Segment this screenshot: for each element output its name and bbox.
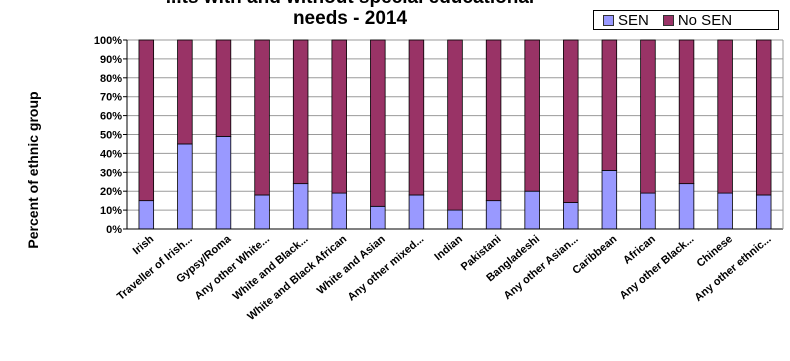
legend-label-no-sen: No SEN — [677, 11, 733, 29]
bar-no-sen — [331, 39, 347, 194]
bar-no-sen — [177, 39, 193, 145]
bar-no-sen — [755, 39, 772, 196]
bar-no-sen — [138, 39, 155, 202]
bar-sen — [408, 194, 425, 230]
bar-no-sen — [485, 39, 502, 202]
bar-no-sen — [370, 39, 386, 207]
legend-swatch-sen — [603, 14, 614, 26]
legend-swatch-no-sen — [662, 14, 674, 26]
legend-item-sen: SEN — [603, 12, 649, 29]
bar-sen — [177, 143, 193, 230]
bar-no-sen — [524, 39, 540, 192]
bar-sen — [370, 205, 386, 230]
bar-sen — [755, 194, 772, 230]
chart-title-line-1: ...ts with and without special education… — [0, 0, 700, 9]
legend-label-sen: SEN — [618, 11, 649, 29]
bar-no-sen — [292, 39, 309, 185]
x-tick-label: Any other Asian... — [502, 233, 581, 302]
bar-no-sen — [447, 39, 463, 211]
bar-sen — [254, 194, 270, 230]
bar-sen — [563, 202, 579, 230]
x-tick-label: Any other Black... — [618, 233, 697, 302]
y-tick-label: 90% — [100, 54, 122, 66]
bar-no-sen — [601, 39, 618, 171]
bar-no-sen — [408, 39, 425, 196]
y-tick-label: 10% — [100, 205, 122, 217]
bar-no-sen — [215, 39, 232, 137]
y-tick-label: 70% — [100, 92, 122, 104]
y-tick-label: 60% — [100, 111, 122, 123]
bar-sen — [717, 192, 733, 230]
bar-sen — [601, 170, 618, 230]
bar-sen — [640, 192, 656, 230]
bar-sen — [331, 192, 347, 230]
y-tick-label: 80% — [100, 73, 122, 85]
bar-sen — [292, 183, 309, 230]
bar-sen — [215, 135, 232, 230]
bar-sen — [524, 190, 540, 230]
bar-sen — [138, 200, 155, 230]
y-tick-label: 100% — [94, 35, 122, 47]
chart-title-line-2: needs - 2014 — [292, 8, 408, 29]
y-tick-label: 30% — [100, 167, 122, 179]
bar-no-sen — [717, 39, 733, 194]
x-tick-label: White and Asian — [315, 233, 388, 297]
legend-item-no-sen: No SEN — [662, 11, 733, 29]
y-tick-label: 20% — [100, 186, 122, 198]
x-tick-label: Irish — [131, 233, 157, 257]
bar-sen — [678, 183, 695, 230]
y-tick-label: 40% — [100, 148, 122, 160]
bar-sen — [447, 209, 463, 230]
bar-no-sen — [254, 39, 270, 196]
legend: SEN No SEN — [593, 10, 779, 30]
x-tick-label: Indian — [432, 233, 465, 263]
bar-no-sen — [563, 39, 579, 203]
x-tick-label: African — [621, 233, 658, 267]
bar-no-sen — [678, 39, 695, 185]
y-tick-label: 0% — [106, 224, 122, 236]
bar-sen — [485, 200, 502, 230]
bar-no-sen — [640, 39, 656, 194]
y-tick-label: 50% — [100, 130, 122, 142]
